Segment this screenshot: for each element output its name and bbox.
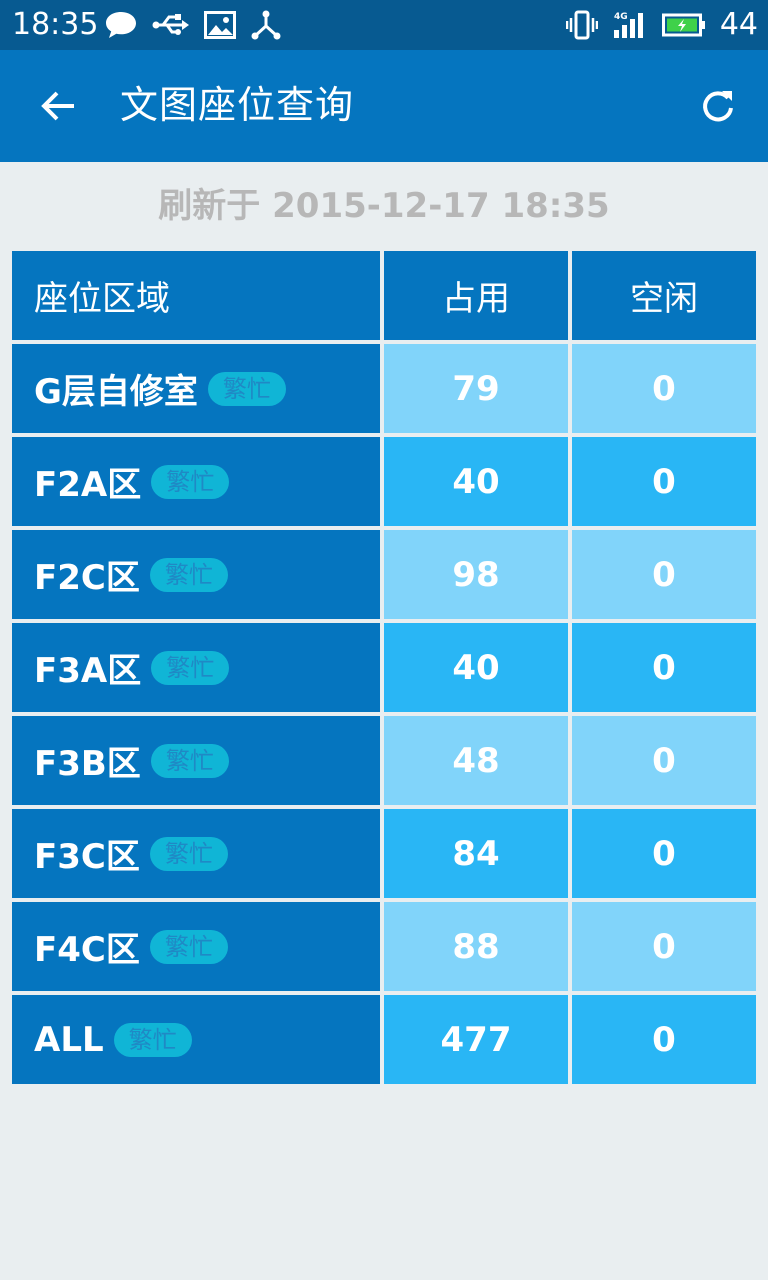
occupied-cell: 98 xyxy=(384,530,568,619)
area-name: G层自修室 xyxy=(34,372,198,412)
occupied-cell: 48 xyxy=(384,716,568,805)
arrow-left-icon xyxy=(40,90,76,122)
free-cell: 0 xyxy=(572,623,756,712)
area-cell: F2C区 繁忙 xyxy=(12,530,380,619)
area-cell: F3C区 繁忙 xyxy=(12,809,380,898)
occupied-cell: 40 xyxy=(384,623,568,712)
area-name: ALL xyxy=(34,1019,104,1060)
share-icon xyxy=(250,10,282,40)
area-name: F3A区 xyxy=(34,651,142,691)
vibrate-icon xyxy=(565,10,598,40)
table-row[interactable]: F2A区 繁忙 40 0 xyxy=(12,437,756,526)
free-cell: 0 xyxy=(572,902,756,991)
status-badge: 繁忙 xyxy=(113,1022,192,1057)
back-button[interactable] xyxy=(30,78,86,134)
area-name: F2C区 xyxy=(34,558,140,598)
refresh-icon xyxy=(700,88,736,124)
status-badge: 繁忙 xyxy=(149,557,228,592)
free-cell: 0 xyxy=(572,995,756,1084)
status-badge: 繁忙 xyxy=(207,371,286,406)
header-free: 空闲 xyxy=(572,251,756,340)
area-cell: ALL 繁忙 xyxy=(12,995,380,1084)
free-cell: 0 xyxy=(572,344,756,433)
table-row[interactable]: F3C区 繁忙 84 0 xyxy=(12,809,756,898)
occupied-cell: 88 xyxy=(384,902,568,991)
area-cell: G层自修室 繁忙 xyxy=(12,344,380,433)
status-icons-left xyxy=(104,7,282,43)
table-row[interactable]: F3A区 繁忙 40 0 xyxy=(12,623,756,712)
area-cell: F4C区 繁忙 xyxy=(12,902,380,991)
table-row[interactable]: F2C区 繁忙 98 0 xyxy=(12,530,756,619)
battery-level: 44 xyxy=(719,7,758,42)
app-bar: 文图座位查询 xyxy=(0,50,768,162)
header-area: 座位区域 xyxy=(12,251,380,340)
seat-table: 座位区域 占用 空闲 G层自修室 繁忙 79 0 F2A区 繁忙 40 0 F2C区… xyxy=(12,251,756,1088)
svg-text:4G: 4G xyxy=(614,12,628,22)
occupied-cell: 477 xyxy=(384,995,568,1084)
usb-icon xyxy=(152,12,190,38)
battery-charging-icon xyxy=(661,12,706,38)
status-badge: 繁忙 xyxy=(151,650,230,685)
table-row[interactable]: G层自修室 繁忙 79 0 xyxy=(12,344,756,433)
area-cell: F2A区 繁忙 xyxy=(12,437,380,526)
area-name: F3B区 xyxy=(34,744,141,784)
area-name: F3C区 xyxy=(34,837,140,877)
free-cell: 0 xyxy=(572,437,756,526)
area-cell: F3A区 繁忙 xyxy=(12,623,380,712)
table-row[interactable]: F4C区 繁忙 88 0 xyxy=(12,902,756,991)
occupied-cell: 79 xyxy=(384,344,568,433)
occupied-cell: 84 xyxy=(384,809,568,898)
area-name: F4C区 xyxy=(34,930,140,970)
area-cell: F3B区 繁忙 xyxy=(12,716,380,805)
free-cell: 0 xyxy=(572,716,756,805)
status-badge: 繁忙 xyxy=(150,743,229,778)
free-cell: 0 xyxy=(572,809,756,898)
status-time: 18:35 xyxy=(12,7,99,42)
refresh-timestamp: 刷新于 2015-12-17 18:35 xyxy=(158,186,610,226)
image-icon xyxy=(204,11,236,39)
page-title: 文图座位查询 xyxy=(120,83,355,127)
free-cell: 0 xyxy=(572,530,756,619)
chat-bubble-icon xyxy=(104,10,138,40)
status-badge: 繁忙 xyxy=(149,836,228,871)
status-icons-right: 4G 44 xyxy=(565,7,758,43)
signal-4g-icon: 4G xyxy=(612,10,648,40)
occupied-cell: 40 xyxy=(384,437,568,526)
table-row[interactable]: ALL 繁忙 477 0 xyxy=(12,995,756,1084)
table-row[interactable]: F3B区 繁忙 48 0 xyxy=(12,716,756,805)
status-badge: 繁忙 xyxy=(149,929,228,964)
status-bar: 18:35 4G 44 xyxy=(0,0,768,50)
header-occupied: 占用 xyxy=(384,251,568,340)
status-badge: 繁忙 xyxy=(151,464,230,499)
refresh-button[interactable] xyxy=(690,78,746,134)
area-name: F2A区 xyxy=(34,465,142,505)
table-header: 座位区域 占用 空闲 xyxy=(12,251,756,340)
